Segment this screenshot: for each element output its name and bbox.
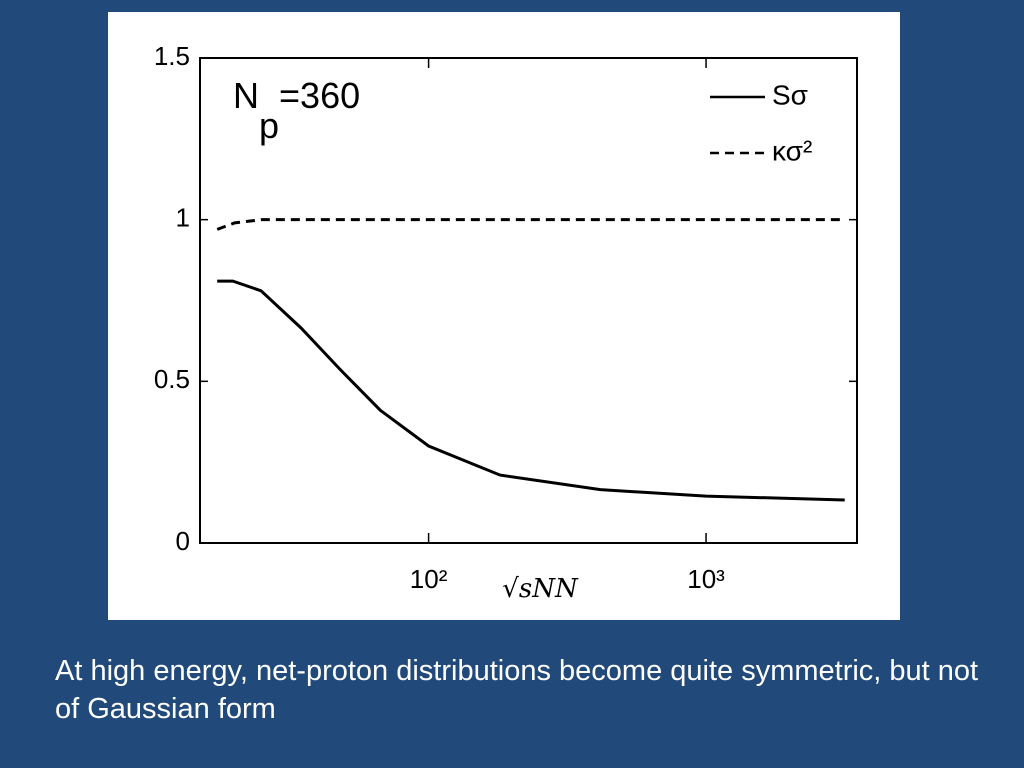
annotation-subscript: p	[259, 105, 279, 146]
legend-label: Sσ	[772, 79, 808, 110]
annotation-main: N	[233, 75, 259, 116]
data-line	[217, 279, 845, 502]
chart: Np=360 √sNN 0 0.5 1 1.5 10² 10³ Sσ κσ²	[154, 41, 858, 604]
annotation-tail: =360	[279, 75, 360, 116]
y-tick-label: 0	[176, 526, 190, 556]
legend-label: κσ²	[772, 135, 812, 166]
plot-frame	[199, 57, 858, 544]
data-line	[216, 218, 845, 231]
y-tick-label: 1.5	[154, 41, 190, 71]
y-tick-label: 1	[176, 203, 190, 233]
annotation: Np=360	[233, 75, 360, 146]
x-tick-label: 10²	[410, 564, 448, 594]
chart-panel	[108, 12, 900, 620]
y-tick-label: 0.5	[154, 364, 190, 394]
caption: At high energy, net-proton distributions…	[55, 655, 979, 725]
x-axis-label: √sNN	[502, 574, 579, 604]
x-tick-label: 10³	[687, 564, 725, 594]
